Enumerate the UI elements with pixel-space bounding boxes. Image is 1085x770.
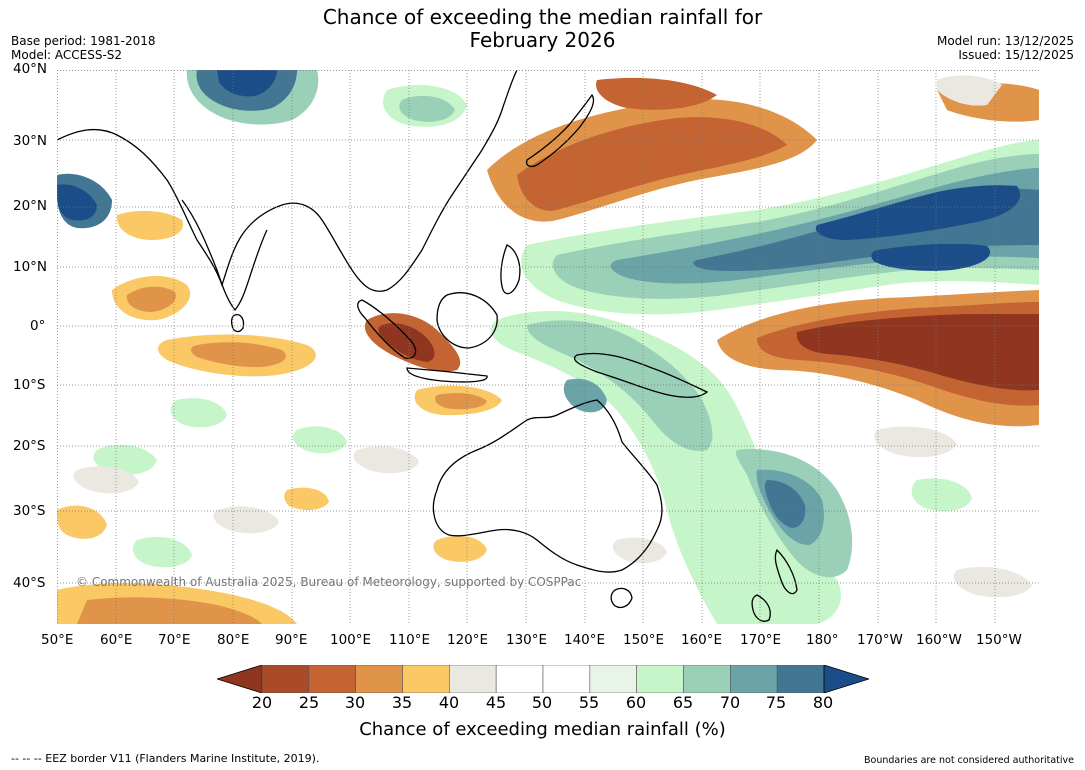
colorbar-swatch [308, 664, 356, 694]
new-zealand-coastline [774, 548, 798, 595]
disclaimer: Boundaries are not considered authoritat… [864, 755, 1074, 766]
colorbar-svg [215, 664, 871, 694]
colorbar-tick: 65 [672, 693, 694, 712]
sumatra-coastline [357, 299, 417, 359]
above-median-regions [57, 70, 1039, 624]
java-coastline [406, 367, 488, 383]
model-name: Model: ACCESS-S2 [11, 48, 123, 62]
colorbar-swatch [776, 664, 825, 694]
lat-label: 0° [30, 318, 46, 334]
colorbar-tick: 35 [391, 693, 413, 712]
lon-label: 140°E [564, 632, 606, 648]
lon-label: 170°W [857, 632, 903, 648]
colorbar-tick: 20 [251, 693, 273, 712]
copyright-notice: © Commonwealth of Australia 2025, Bureau… [76, 575, 582, 589]
near-median-regions [73, 75, 1032, 598]
issued-date: Issued: 15/12/2025 [958, 48, 1074, 62]
lat-label: 20°N [13, 198, 48, 214]
model-run: Model run: 13/12/2025 [936, 34, 1074, 48]
colorbar-tick: 50 [531, 693, 553, 712]
lon-label: 120°E [447, 632, 489, 648]
colorbar-tick: 40 [438, 693, 460, 712]
lon-label: 170°E [740, 632, 782, 648]
rainfall-map: © Commonwealth of Australia 2025, Bureau… [57, 70, 1039, 624]
lon-label: 160°E [681, 632, 723, 648]
philippines-coastline [500, 244, 521, 295]
lat-label: 40°N [13, 61, 48, 77]
rainfall-map-svg [57, 70, 1039, 624]
japan-coastline [525, 93, 595, 167]
lat-label: 10°S [13, 377, 46, 393]
lon-label: 150°W [976, 632, 1022, 648]
coastlines [57, 70, 798, 622]
lon-label: 150°E [623, 632, 665, 648]
colorbar-swatch [730, 664, 778, 694]
lat-label: 10°N [13, 259, 48, 275]
colorbar-swatch [636, 664, 684, 694]
colorbar-tick: 45 [485, 693, 507, 712]
lon-label: 70°E [158, 632, 191, 648]
colorbar-tick: 75 [765, 693, 787, 712]
colorbar [215, 664, 871, 694]
lon-label: 110°E [389, 632, 431, 648]
colorbar-swatch [355, 664, 403, 694]
colorbar-swatch [542, 664, 591, 694]
lon-label: 130°E [506, 632, 548, 648]
eez-legend: -- -- -- EEZ border V11 (Flanders Marine… [11, 752, 320, 765]
colorbar-tick: 60 [625, 693, 647, 712]
map-title-line2: February 2026 [469, 28, 616, 52]
australia-coastline [432, 399, 663, 573]
colorbar-swatch [261, 664, 310, 694]
colorbar-tick: 30 [344, 693, 366, 712]
map-title-line1: Chance of exceeding the median rainfall … [322, 5, 763, 29]
asia-coastline [57, 70, 518, 292]
lat-label: 20°S [13, 438, 46, 454]
new-zealand-south-coastline [751, 594, 771, 622]
lon-label: 160°W [916, 632, 962, 648]
lon-label: 80°E [217, 632, 250, 648]
tasmania-coastline [610, 587, 633, 609]
new-guinea-coastline [573, 352, 709, 398]
colorbar-swatch [449, 664, 497, 694]
lon-label: 100°E [330, 632, 372, 648]
colorbar-label: Chance of exceeding median rainfall (%) [359, 719, 726, 740]
lon-label: 60°E [100, 632, 133, 648]
base-period: Base period: 1981-2018 [11, 34, 156, 48]
india-coastline [181, 199, 268, 312]
colorbar-tick: 55 [578, 693, 600, 712]
lon-label: 90°E [275, 632, 308, 648]
below-median-regions [57, 77, 1039, 624]
colorbar-tick: 25 [298, 693, 320, 712]
lat-label: 40°S [13, 575, 46, 591]
colorbar-swatch [589, 664, 637, 694]
colorbar-extend-low [215, 664, 263, 694]
sri-lanka-coastline [230, 314, 245, 333]
lon-label: 50°E [41, 632, 74, 648]
colorbar-extend-high [823, 664, 871, 694]
colorbar-swatch [495, 664, 544, 694]
colorbar-tick: 70 [719, 693, 741, 712]
graticule [57, 70, 1039, 624]
colorbar-swatch [683, 664, 731, 694]
lat-label: 30°N [13, 133, 48, 149]
lat-label: 30°S [13, 503, 46, 519]
borneo-coastline [436, 292, 498, 349]
lon-label: 180° [806, 632, 839, 648]
colorbar-tick: 80 [812, 693, 834, 712]
colorbar-swatch [402, 664, 450, 694]
